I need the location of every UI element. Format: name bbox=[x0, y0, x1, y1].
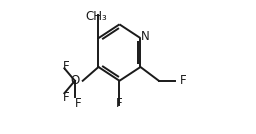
Text: O: O bbox=[71, 74, 80, 87]
Text: F: F bbox=[62, 60, 69, 73]
Text: F: F bbox=[116, 97, 123, 110]
Text: F: F bbox=[62, 91, 69, 104]
Text: N: N bbox=[141, 30, 150, 43]
Text: F: F bbox=[75, 97, 81, 110]
Text: F: F bbox=[180, 74, 186, 87]
Text: CH₃: CH₃ bbox=[86, 10, 107, 23]
